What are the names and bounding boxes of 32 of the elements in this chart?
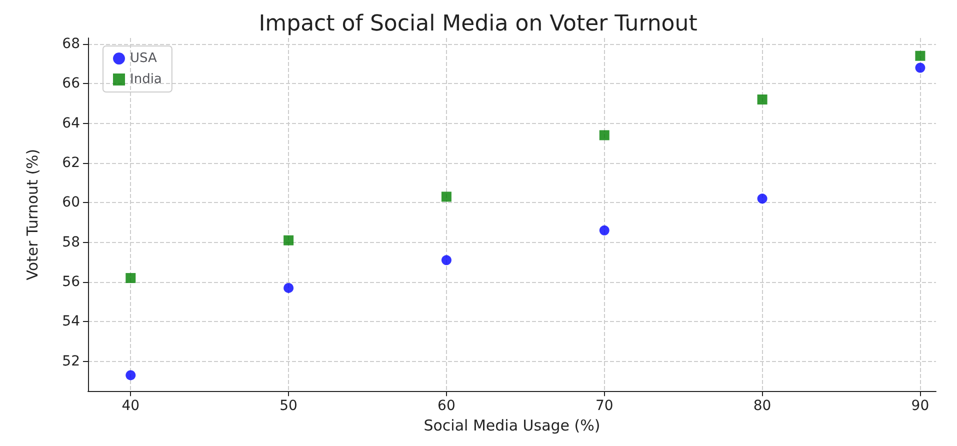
y-tick-label: 56 xyxy=(62,274,80,290)
y-tick-label: 52 xyxy=(62,353,80,370)
point xyxy=(441,255,452,266)
x-tick-label: 50 xyxy=(280,398,298,414)
legend-label: India xyxy=(130,72,162,87)
x-tick-label: 90 xyxy=(911,398,930,414)
x-tick-label: 80 xyxy=(753,398,772,414)
point xyxy=(915,50,926,61)
y-tick-label: 64 xyxy=(62,115,80,132)
x-axis-title: Social Media Usage (%) xyxy=(424,416,600,434)
y-tick-label: 66 xyxy=(62,76,80,92)
chart-title: Impact of Social Media on Voter Turnout xyxy=(258,12,698,36)
point xyxy=(599,130,610,140)
y-axis-title: Voter Turnout (%) xyxy=(24,148,42,280)
legend-label: USA xyxy=(130,51,158,66)
y-tick-label: 58 xyxy=(62,234,80,250)
point xyxy=(441,192,452,202)
point xyxy=(284,282,294,293)
y-tick-label: 62 xyxy=(62,154,80,171)
point xyxy=(915,62,926,73)
x-tick-label: 70 xyxy=(595,398,614,414)
point xyxy=(126,273,136,284)
y-tick-label: 54 xyxy=(62,314,80,330)
point xyxy=(599,225,610,236)
y-tick-label: 60 xyxy=(62,194,80,211)
point xyxy=(284,235,294,246)
point xyxy=(757,94,768,104)
y-tick-label: 68 xyxy=(62,36,80,52)
point xyxy=(126,370,136,380)
point xyxy=(757,194,768,204)
x-tick-label: 40 xyxy=(122,398,140,414)
x-tick-label: 60 xyxy=(438,398,456,414)
